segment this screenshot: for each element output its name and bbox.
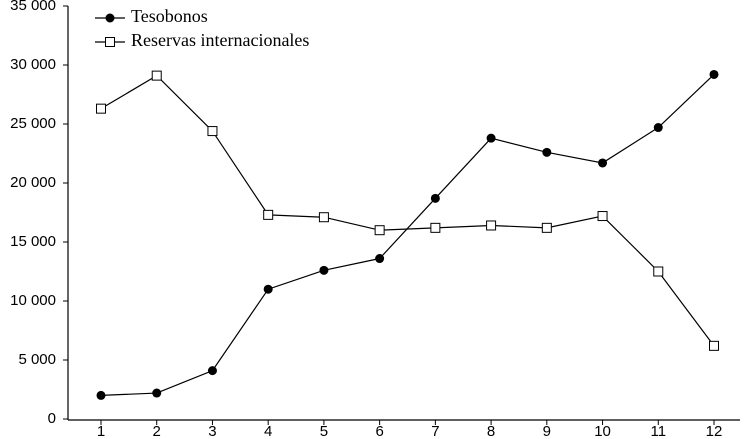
point [152, 388, 162, 398]
x-tick-label: 7 [431, 423, 439, 439]
x-tick-label: 11 [650, 423, 666, 439]
y-tick-label: 25 000 [10, 115, 56, 132]
series-line [100, 74, 715, 347]
y-tick-label: 5 000 [18, 351, 56, 368]
point [653, 123, 663, 133]
point [263, 284, 273, 294]
x-tick-label: 12 [706, 423, 723, 439]
point [318, 212, 329, 223]
point [542, 147, 552, 157]
x-tick-label: 8 [487, 423, 495, 439]
legend-marker [105, 13, 115, 23]
y-tick-label: 30 000 [10, 56, 56, 73]
point [709, 340, 719, 351]
point [430, 222, 441, 233]
point [207, 366, 217, 376]
x-tick-label: 10 [594, 423, 611, 439]
legend-marker [105, 37, 115, 47]
point [597, 211, 608, 222]
x-tick-label: 4 [264, 423, 272, 439]
point [207, 126, 218, 137]
y-tick-label: 35 000 [10, 0, 56, 14]
x-tick-label: 6 [375, 423, 383, 439]
point [374, 225, 385, 236]
point [319, 265, 329, 275]
y-tick-label: 0 [48, 410, 56, 427]
point [486, 133, 496, 143]
point [486, 220, 497, 231]
point [430, 193, 440, 203]
point [96, 390, 106, 400]
x-tick-label: 3 [208, 423, 216, 439]
x-tick-label: 9 [543, 423, 551, 439]
point [598, 158, 608, 168]
point [541, 222, 552, 233]
y-tick-label: 15 000 [10, 233, 56, 250]
y-tick-label: 10 000 [10, 292, 56, 309]
x-tick-label: 1 [97, 423, 105, 439]
point [653, 266, 664, 277]
point [709, 69, 719, 79]
point [375, 254, 385, 264]
point [263, 209, 274, 220]
y-tick-label: 20 000 [10, 174, 56, 191]
legend-label: Reservas internacionales [131, 30, 309, 50]
point [96, 103, 106, 114]
x-tick-label: 2 [153, 423, 161, 439]
x-tick-label: 5 [320, 423, 328, 439]
point [151, 70, 162, 81]
legend-label: Tesobonos [131, 6, 208, 26]
